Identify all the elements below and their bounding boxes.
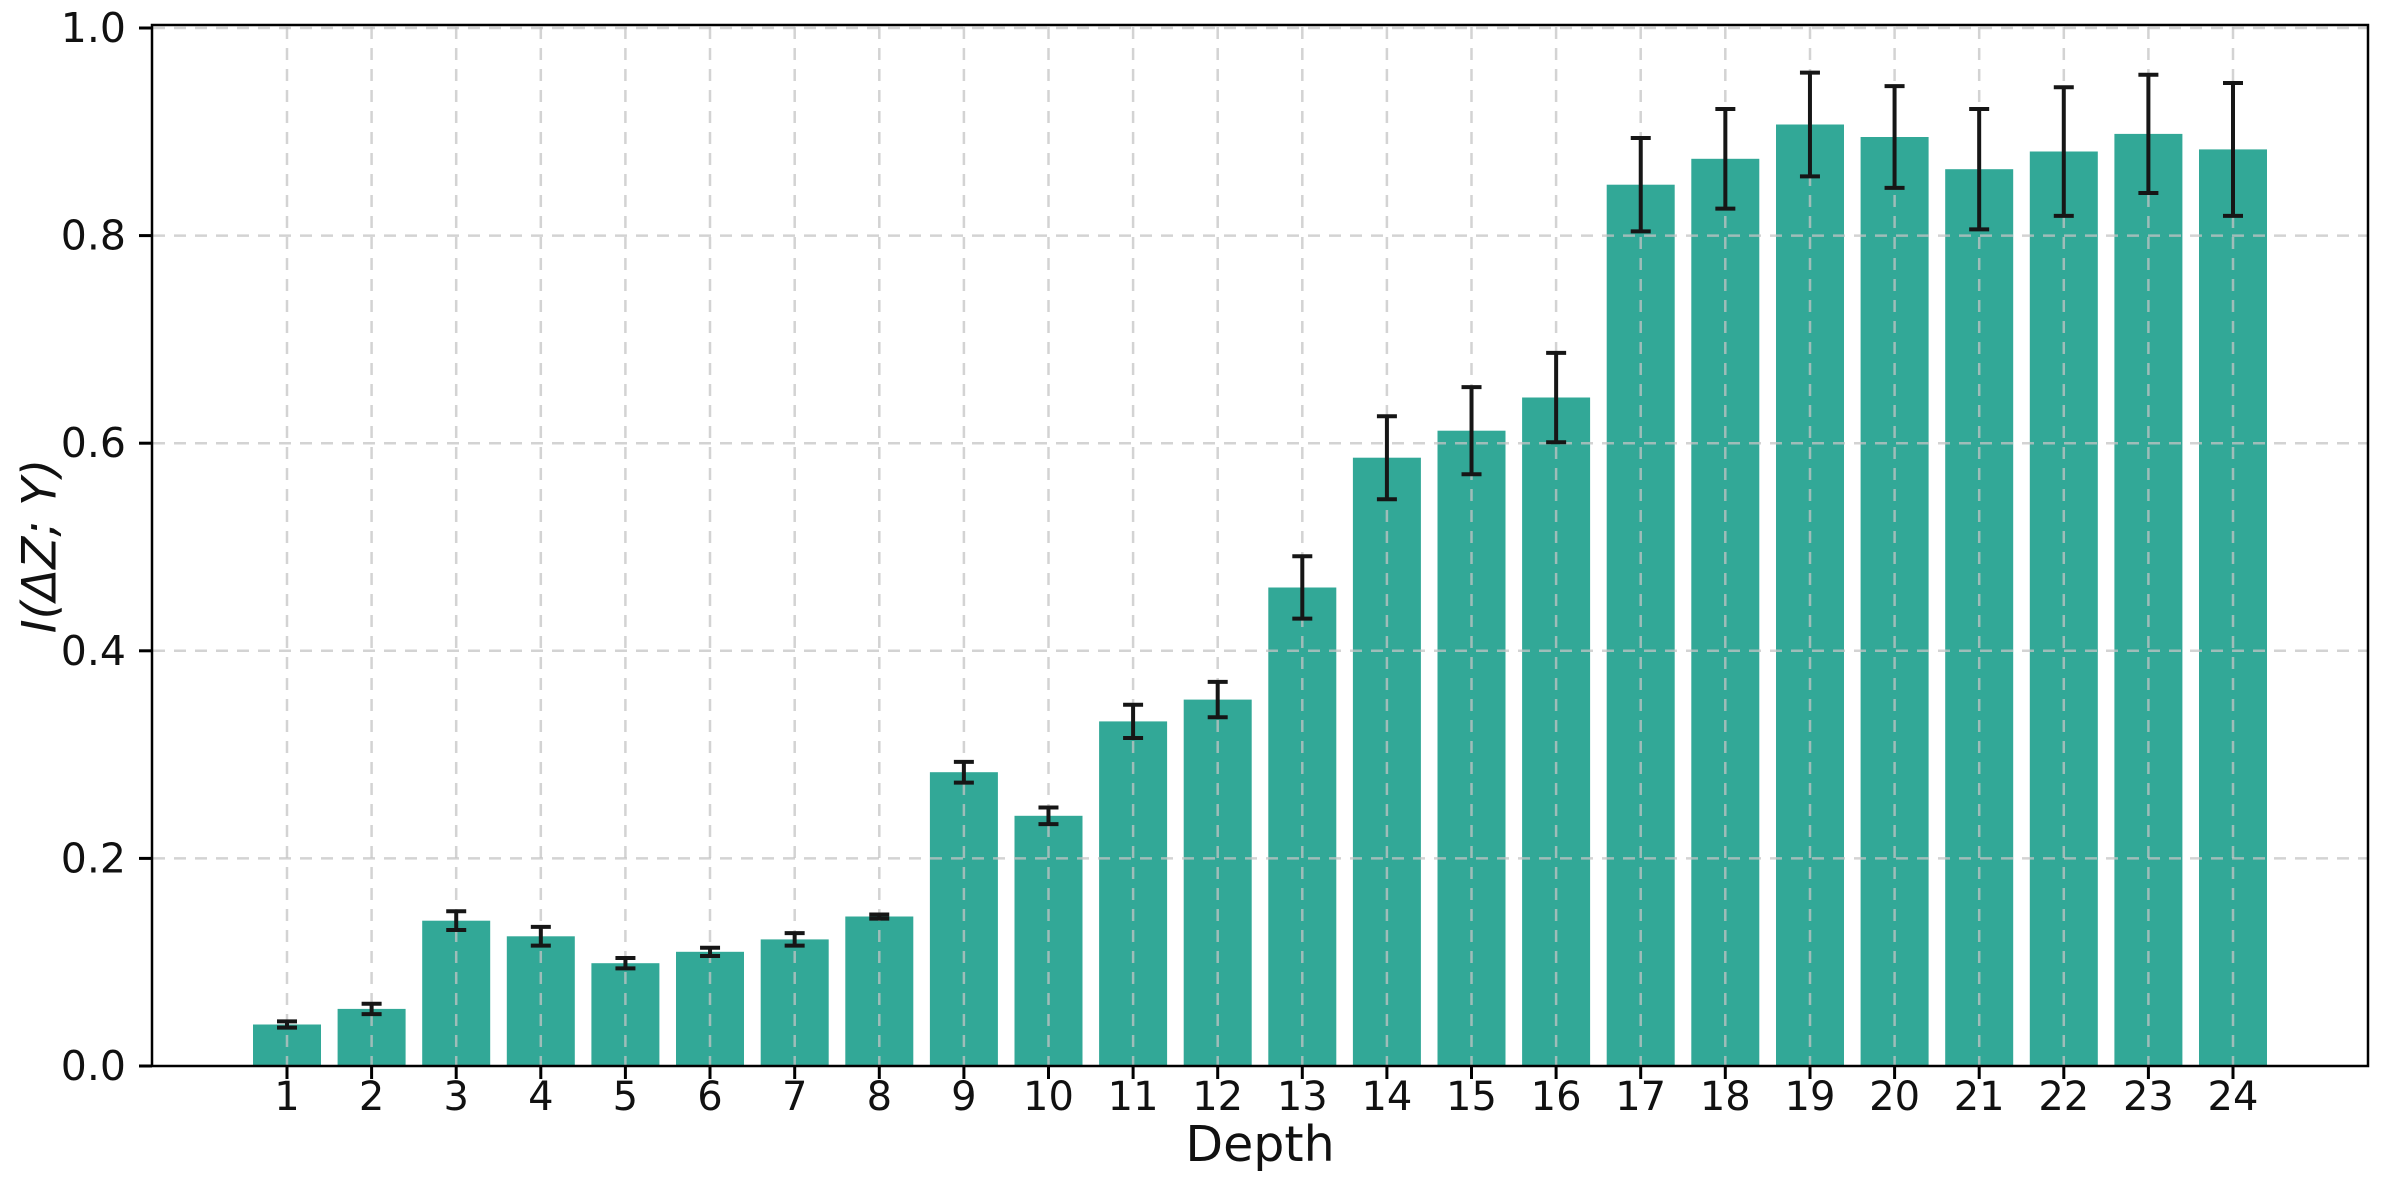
- bar-depth-18: [1691, 158, 1760, 1067]
- x-tick-label-18: 18: [1700, 1074, 1751, 1120]
- x-tick-label-14: 14: [1361, 1074, 1412, 1120]
- x-tick-label-6: 6: [697, 1074, 722, 1120]
- x-tick-label-19: 19: [1785, 1074, 1836, 1120]
- x-tick-label-13: 13: [1277, 1074, 1328, 1120]
- x-axis-label: Depth: [1185, 1116, 1335, 1173]
- y-tick-label-0.4: 0.4: [61, 627, 126, 675]
- x-tick-label-23: 23: [2123, 1074, 2174, 1120]
- x-tick-label-9: 9: [951, 1074, 976, 1120]
- y-tick-label-0.0: 0.0: [61, 1042, 126, 1090]
- x-tick-label-20: 20: [1869, 1074, 1920, 1120]
- y-axis-label: I(ΔZ; Y): [12, 458, 68, 634]
- y-tick-label-0.6: 0.6: [61, 419, 126, 467]
- x-tick-label-15: 15: [1446, 1074, 1497, 1120]
- x-tick-label-12: 12: [1192, 1074, 1243, 1120]
- bar-depth-12: [1183, 699, 1252, 1066]
- x-tick-label-11: 11: [1108, 1074, 1159, 1120]
- x-tick-label-22: 22: [2038, 1074, 2089, 1120]
- x-tick-label-3: 3: [443, 1074, 468, 1120]
- y-tick-label-1.0: 1.0: [61, 4, 126, 52]
- x-tick-label-2: 2: [359, 1074, 384, 1120]
- x-tick-label-7: 7: [782, 1074, 807, 1120]
- x-tick-label-4: 4: [528, 1074, 553, 1120]
- axis-frame: [150, 23, 2370, 1068]
- x-tick-label-8: 8: [867, 1074, 892, 1120]
- x-tick-label-5: 5: [613, 1074, 638, 1120]
- y-tick-label-0.8: 0.8: [61, 212, 126, 260]
- bar-depth-6: [676, 951, 744, 1066]
- x-tick-label-10: 10: [1023, 1074, 1074, 1120]
- y-tick-label-0.2: 0.2: [61, 834, 126, 882]
- x-tick-label-21: 21: [1954, 1074, 2005, 1120]
- x-tick-label-1: 1: [274, 1074, 299, 1120]
- x-tick-label-24: 24: [2208, 1074, 2259, 1120]
- x-tick-label-17: 17: [1615, 1074, 1666, 1120]
- x-tick-label-16: 16: [1531, 1074, 1582, 1120]
